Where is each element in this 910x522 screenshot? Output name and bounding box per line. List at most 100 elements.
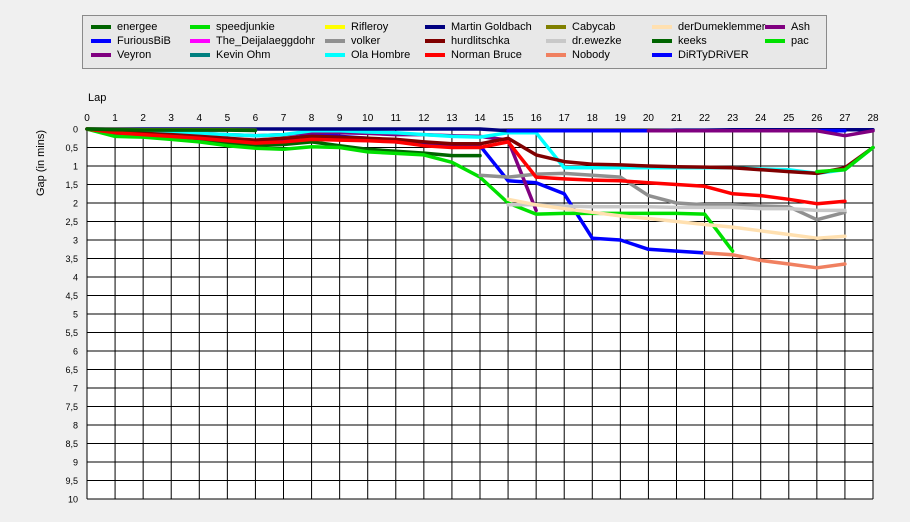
y-tick-label: 3	[73, 236, 78, 246]
y-tick-label: 0	[73, 125, 78, 135]
series-line-volker	[478, 171, 847, 222]
y-tick-label: 2,5	[65, 217, 78, 227]
legend-swatch	[190, 25, 210, 29]
legend-label: speedjunkie	[216, 21, 275, 33]
x-tick-label: 19	[615, 113, 627, 124]
y-tick-label: 9	[73, 458, 78, 468]
x-tick-label: 27	[839, 113, 851, 124]
x-tick-label: 5	[225, 113, 231, 124]
legend-swatch	[546, 39, 566, 43]
series-line-ash	[646, 129, 875, 138]
y-tick-label: 0,5	[65, 143, 78, 153]
legend-label: dr.ewezke	[572, 35, 622, 47]
legend-label: FuriousBiB	[117, 35, 171, 47]
x-tick-label: 7	[281, 113, 287, 124]
legend-swatch	[325, 53, 345, 57]
legend-label: Ash	[791, 21, 810, 33]
legend-swatch	[190, 53, 210, 57]
legend-swatch	[425, 53, 445, 57]
y-tick-label: 4	[73, 273, 78, 283]
y-tick-label: 1,5	[65, 180, 78, 190]
legend-label: derDumeklemmer	[678, 21, 766, 33]
y-tick-label: 7,5	[65, 402, 78, 412]
series-line-hurdlitschka	[85, 127, 875, 176]
x-tick-label: 17	[559, 113, 571, 124]
legend-label: Rifleroy	[351, 21, 389, 33]
x-tick-label: 13	[446, 113, 458, 124]
x-tick-label: 24	[755, 113, 767, 124]
legend-swatch	[325, 25, 345, 29]
legend-swatch	[652, 25, 672, 29]
x-tick-label: 12	[418, 113, 430, 124]
legend-label: Kevin Ohm	[216, 49, 271, 61]
series-line-norman-bruce	[85, 127, 847, 206]
series-line-nobody	[702, 251, 847, 270]
x-axis-title: Lap	[88, 92, 106, 104]
x-tick-label: 14	[474, 113, 486, 124]
y-tick-label: 5,5	[65, 328, 78, 338]
legend-swatch	[652, 39, 672, 43]
legend-label: volker	[351, 35, 381, 47]
chart-legend: energee FuriousBiB Veyron speedjunkie The_De…	[82, 15, 827, 69]
y-tick-label: 8	[73, 421, 78, 431]
legend-label: Martin Goldbach	[451, 21, 532, 33]
y-tick-label: 7	[73, 384, 78, 394]
series-line-dr-ewezke	[506, 203, 847, 213]
legend-label: DiRTyDRiVER	[678, 49, 749, 61]
legend-label: Veyron	[117, 49, 152, 61]
series-line-keeks	[85, 127, 258, 133]
x-tick-label: 8	[309, 113, 315, 124]
legend-swatch	[546, 25, 566, 29]
legend-label: Norman Bruce	[451, 49, 522, 61]
x-tick-label: 0	[84, 113, 90, 124]
x-tick-label: 22	[699, 113, 711, 124]
x-tick-label: 4	[197, 113, 203, 124]
x-tick-label: 21	[671, 113, 683, 124]
legend-swatch	[325, 39, 345, 43]
y-tick-label: 10	[68, 495, 78, 505]
series-line-pac	[815, 145, 875, 174]
legend-swatch	[425, 39, 445, 43]
legend-label: pac	[791, 35, 809, 47]
x-tick-label: 10	[362, 113, 374, 124]
x-tick-label: 6	[253, 113, 259, 124]
x-tick-label: 3	[168, 113, 174, 124]
x-tick-label: 20	[643, 113, 655, 124]
y-tick-label: 6	[73, 347, 78, 357]
series-line-derdumeklemmer	[506, 197, 847, 240]
y-axis-title: Gap (in mins)	[35, 130, 47, 196]
y-tick-label: 4,5	[65, 291, 78, 301]
x-tick-label: 11	[391, 113, 402, 124]
x-tick-label: 9	[337, 113, 343, 124]
series-line-speedjunkie	[85, 127, 735, 253]
x-tick-label: 28	[867, 113, 879, 124]
legend-label: keeks	[678, 35, 707, 47]
legend-swatch	[91, 39, 111, 43]
legend-swatch	[91, 53, 111, 57]
x-tick-label: 15	[503, 113, 515, 124]
legend-label: energee	[117, 21, 158, 33]
y-tick-label: 8,5	[65, 439, 78, 449]
x-tick-label: 18	[587, 113, 599, 124]
y-tick-label: 3,5	[65, 254, 78, 264]
legend-label: hurdlitschka	[451, 35, 510, 47]
y-tick-label: 9,5	[65, 476, 78, 486]
x-tick-label: 23	[727, 113, 739, 124]
y-tick-label: 1	[73, 162, 78, 172]
legend-swatch	[765, 39, 785, 43]
legend-label: The_Deijalaeggdohr	[216, 35, 316, 47]
legend-label: Nobody	[572, 49, 610, 61]
x-tick-label: 25	[783, 113, 795, 124]
x-tick-label: 26	[811, 113, 823, 124]
legend-swatch	[546, 53, 566, 57]
x-tick-label: 16	[531, 113, 543, 124]
y-tick-label: 2	[73, 199, 78, 209]
legend-label: Ola Hombre	[351, 49, 411, 61]
legend-swatch	[425, 25, 445, 29]
legend-swatch	[652, 53, 672, 57]
legend-label: Cabycab	[572, 21, 616, 33]
y-tick-label: 5	[73, 310, 78, 320]
legend-swatch	[190, 39, 210, 43]
legend-swatch	[765, 25, 785, 29]
